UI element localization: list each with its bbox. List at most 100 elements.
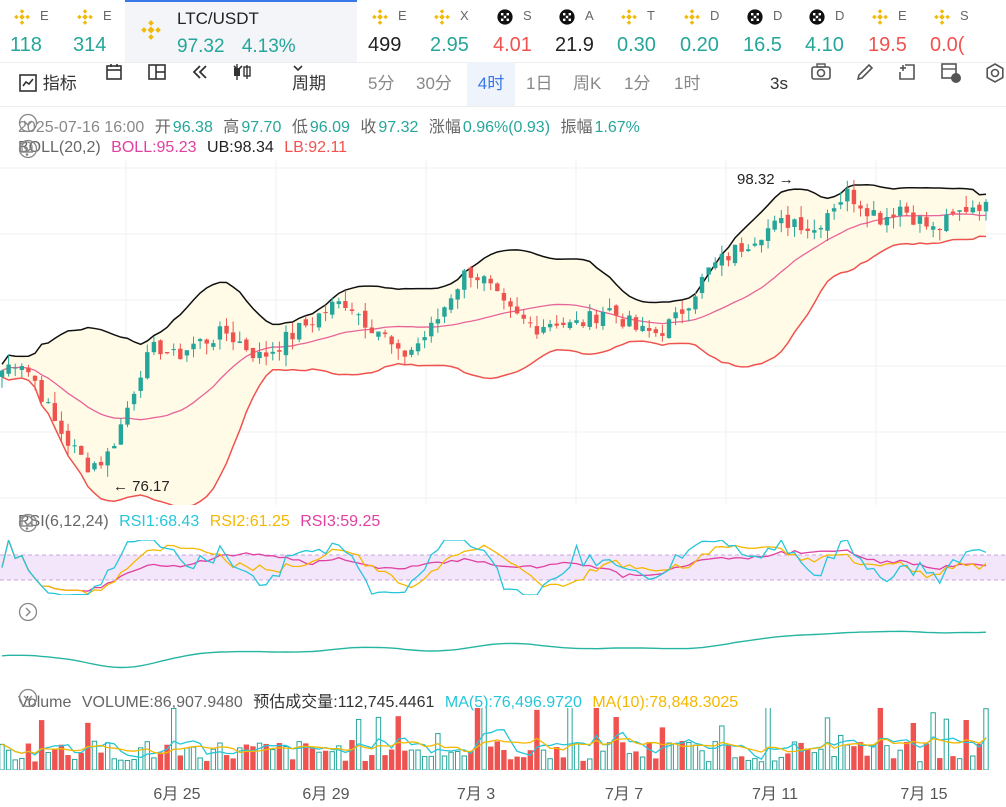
- expand-icon[interactable]: [18, 602, 38, 622]
- candle-body: [680, 309, 685, 314]
- ticker-strip: E 118 E 314 LTC/USDT 97.32 4.13% E 499 X 2.95 S 4.0…: [0, 0, 1006, 63]
- timeframe-tab[interactable]: 1分: [624, 74, 651, 93]
- chart-toolbar: 指标 周期 3s 5分 30分 4时 1日 周K 1分 1时: [0, 62, 1006, 107]
- volume-bar: [527, 750, 534, 770]
- candle-body: [191, 343, 196, 350]
- volume-bar: [309, 747, 316, 770]
- candle-body: [448, 298, 454, 310]
- volume-bar: [19, 757, 25, 770]
- candle-body: [290, 332, 295, 340]
- bnb-icon: [141, 20, 161, 40]
- candle-body: [303, 319, 308, 326]
- x-axis-label: 7月 3: [456, 786, 496, 803]
- collapse-icon[interactable]: [18, 139, 38, 159]
- candle-body: [118, 424, 124, 445]
- collapse-icon[interactable]: [18, 513, 38, 533]
- candle-body: [363, 310, 368, 328]
- boll-mid: BOLL:95.23: [111, 139, 197, 156]
- x-axis-label: 7月 15: [900, 786, 948, 803]
- volume-bar: [164, 744, 170, 770]
- candle-body: [237, 341, 242, 343]
- candle-body: [633, 317, 639, 330]
- ticker-price: 97.32 4.13%: [177, 36, 296, 57]
- volume-bar: [369, 755, 375, 770]
- timeframe-tab[interactable]: 4时: [467, 62, 515, 106]
- volume-bar: [732, 757, 738, 770]
- collapse-icon[interactable]: [18, 688, 38, 708]
- collapse-icon[interactable]: [18, 113, 38, 133]
- bell-icon[interactable]: [18, 513, 36, 531]
- timeframe-tab[interactable]: 1时: [674, 74, 701, 93]
- amp-value: 1.67%: [594, 119, 640, 136]
- volume-bar: [487, 746, 494, 770]
- refresh-interval[interactable]: 3s: [770, 74, 788, 93]
- indicator-button[interactable]: 指标: [18, 62, 77, 106]
- bnb-icon: [684, 9, 700, 25]
- ticker-price: 118: [10, 34, 42, 56]
- candle-body: [402, 350, 408, 357]
- volume-bar: [672, 743, 679, 770]
- volume-bar: [580, 760, 586, 770]
- ticker-item[interactable]: E 499: [358, 0, 420, 62]
- ticker-item[interactable]: S 4.01: [483, 0, 545, 62]
- candle-body: [112, 445, 117, 449]
- volume-bar: [428, 755, 434, 770]
- candle-body: [26, 367, 31, 373]
- ticker-item[interactable]: X 2.95: [420, 0, 483, 62]
- ticker-item[interactable]: D 16.5: [733, 0, 795, 62]
- bell-icon[interactable]: [18, 139, 36, 157]
- timeframe-tab[interactable]: 周K: [573, 74, 602, 93]
- candlestick-icon: [234, 64, 251, 80]
- volume-bar: [118, 759, 124, 770]
- candle-body: [574, 320, 579, 323]
- volume-bar: [851, 746, 857, 770]
- ticker-item[interactable]: LTC/USDT 97.32 4.13%: [125, 0, 357, 62]
- volume-bar: [474, 708, 481, 770]
- candle-body: [59, 420, 64, 434]
- timeframe-tab[interactable]: 5分: [368, 74, 395, 93]
- price-chart[interactable]: [0, 160, 1006, 505]
- period-dropdown[interactable]: 周期: [292, 62, 326, 106]
- volume-bar: [25, 743, 32, 770]
- candle-body: [316, 313, 322, 328]
- timeframe-tab[interactable]: 30分: [416, 74, 452, 93]
- indicator-line-chart[interactable]: [0, 620, 1006, 680]
- candle-body: [323, 312, 328, 314]
- candle-body: [336, 301, 342, 305]
- ticker-price: 16.5: [743, 34, 782, 56]
- volume-bar: [184, 747, 190, 770]
- volume-bar: [137, 747, 144, 770]
- ticker-item[interactable]: E 19.5: [858, 0, 920, 62]
- ticker-item[interactable]: D 4.10: [795, 0, 858, 62]
- ticker-name: E: [398, 8, 407, 23]
- volume-bar: [349, 740, 355, 770]
- candle-body: [706, 267, 711, 275]
- candle-body: [521, 314, 526, 319]
- ticker-item[interactable]: E 118: [0, 0, 63, 62]
- high-label: 高: [223, 119, 240, 136]
- candle-body: [224, 325, 229, 334]
- open-label: 开: [154, 119, 171, 136]
- ticker-item[interactable]: T 0.30: [607, 0, 670, 62]
- ticker-item[interactable]: A 21.9: [545, 0, 607, 62]
- volume-bar: [91, 740, 98, 770]
- candle-body: [528, 322, 533, 324]
- candle-body: [429, 322, 434, 337]
- ticker-item[interactable]: S 0.0(: [920, 0, 1006, 62]
- candle-body: [567, 322, 573, 329]
- rsi-chart[interactable]: [0, 540, 1006, 595]
- volume-bar: [514, 756, 520, 770]
- candle-body: [65, 430, 71, 446]
- volume-chart[interactable]: [0, 708, 1006, 770]
- boll-upper-line: [1, 184, 987, 365]
- volume-bar: [58, 744, 65, 770]
- timeframe-tab[interactable]: 1日: [526, 74, 553, 93]
- candle-body: [369, 327, 375, 334]
- ticker-name: E: [103, 8, 112, 23]
- ticker-item[interactable]: D 0.20: [670, 0, 733, 62]
- ticker-item[interactable]: E 314: [63, 0, 125, 62]
- ticker-name: LTC/USDT: [177, 9, 259, 28]
- volume-bar: [197, 757, 203, 770]
- candle-body: [178, 348, 183, 360]
